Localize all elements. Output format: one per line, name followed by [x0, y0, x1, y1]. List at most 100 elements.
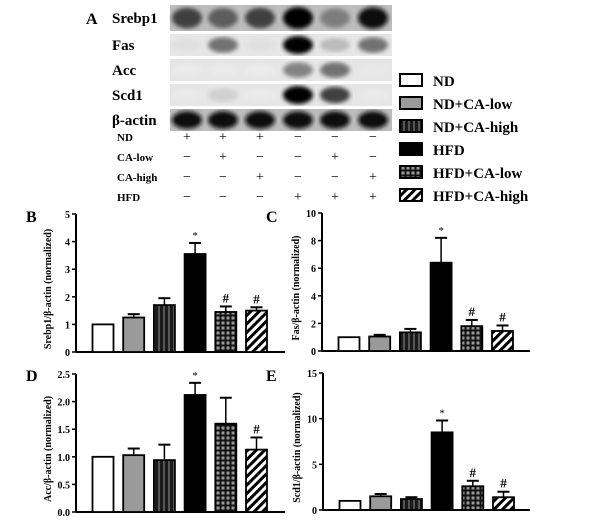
- blot-band: [245, 88, 275, 102]
- significance-mark: #: [499, 309, 506, 324]
- treatment-sign: +: [219, 150, 227, 165]
- y-tick-label: 4: [311, 292, 316, 303]
- blot-band: [208, 111, 238, 129]
- treatment-sign: −: [183, 150, 191, 165]
- significance-mark: #: [253, 291, 260, 306]
- bar-1: [369, 495, 393, 511]
- treatment-sign: +: [256, 170, 264, 185]
- treatment-sign: −: [294, 130, 302, 145]
- treatment-sign: −: [183, 190, 191, 205]
- significance-mark: #: [469, 304, 476, 319]
- treatment-sign: +: [256, 130, 264, 145]
- bar-4: [460, 325, 484, 352]
- legend-swatch: [399, 96, 423, 110]
- blot-band: [283, 62, 313, 78]
- treatment-sign: −: [256, 190, 264, 205]
- bar-5: [245, 448, 268, 513]
- treatment-sign: +: [331, 150, 339, 165]
- legend-label: HFD+CA-low: [433, 166, 523, 182]
- legend-swatch: [399, 188, 423, 202]
- y-tick-label: 15: [307, 369, 317, 380]
- bar-0: [91, 455, 115, 513]
- treatment-sign: +: [183, 130, 191, 145]
- blot-band: [245, 7, 275, 29]
- treatment-table: ND + + + − − − CA-low − + − − + − CA-high − − + − − + HFD − − − +…: [117, 130, 377, 205]
- treatment-sign: −: [294, 150, 302, 165]
- y-tick-label: 3: [65, 265, 70, 276]
- y-axis-label: Fas/β-actin (normalized): [291, 236, 302, 341]
- bar-5: [492, 496, 515, 511]
- significance-mark: #: [500, 476, 507, 491]
- treatment-sign: −: [219, 170, 227, 185]
- y-tick-label: 2.0: [58, 398, 71, 409]
- legend: ND ND+CA-low ND+CA-high HFD HFD+CA-low HFD+CA…: [399, 73, 529, 205]
- bar-0: [337, 336, 361, 352]
- bar-4: [214, 422, 238, 513]
- blot-band: [208, 88, 238, 102]
- blot-band: [208, 37, 238, 53]
- treatment-sign: −: [369, 150, 377, 165]
- bar-0: [91, 323, 115, 353]
- treatment-label: ND: [117, 132, 133, 144]
- blot-band: [358, 37, 388, 53]
- blot-band: [172, 38, 202, 52]
- treatment-sign: −: [256, 150, 264, 165]
- y-tick-label: 4: [65, 238, 70, 249]
- legend-label: ND+CA-low: [433, 97, 513, 113]
- treatment-sign: −: [331, 170, 339, 185]
- blot-band: [245, 111, 275, 129]
- blot-band: [208, 63, 238, 77]
- blot-label-0: Srebp1: [112, 11, 158, 27]
- blot-band: [172, 63, 202, 77]
- legend-label: HFD: [433, 143, 465, 159]
- treatment-sign: −: [331, 130, 339, 145]
- treatment-label: CA-low: [117, 152, 153, 164]
- y-tick-label: 5: [312, 460, 317, 471]
- blot-band: [320, 62, 350, 78]
- bar-2: [399, 498, 423, 511]
- bar-1: [122, 316, 146, 353]
- y-tick-label: 10: [307, 415, 317, 426]
- y-tick-label: 2.5: [58, 370, 71, 381]
- bar-2: [152, 459, 176, 513]
- western-blot: Srebp1 Fas Acc Scd1 β-actin: [112, 5, 392, 131]
- bar-3: [429, 261, 453, 352]
- treatment-sign: −: [183, 170, 191, 185]
- bar-1: [122, 454, 146, 513]
- legend-swatch: [399, 165, 423, 179]
- significance-mark: #: [253, 421, 260, 436]
- blot-label-3: Scd1: [112, 88, 143, 104]
- y-axis-label: Scd1/β-actin (normalized): [292, 392, 303, 503]
- y-tick-label: 10: [306, 209, 316, 220]
- blot-band: [283, 111, 313, 129]
- treatment-sign: −: [219, 190, 227, 205]
- blot-band: [172, 88, 202, 102]
- bar-3: [430, 431, 454, 511]
- y-tick-label: 8: [311, 237, 316, 248]
- treatment-label: HFD: [117, 192, 140, 204]
- treatment-sign: +: [369, 170, 377, 185]
- bar-5: [245, 309, 268, 353]
- bar-2: [398, 331, 422, 352]
- blot-band: [283, 7, 313, 29]
- bar-3: [183, 394, 207, 513]
- panel-label-b: B: [26, 209, 37, 226]
- blot-band: [358, 7, 388, 29]
- y-tick-label: 0.0: [58, 508, 71, 519]
- y-axis-label: Acc/β-actin (normalized): [43, 396, 54, 502]
- y-tick-label: 0: [312, 506, 317, 517]
- blot-band: [245, 63, 275, 77]
- bar-5: [491, 330, 514, 352]
- panel-label-d: D: [26, 368, 38, 385]
- treatment-sign: −: [369, 130, 377, 145]
- significance-mark: *: [439, 407, 445, 419]
- blot-band: [320, 111, 350, 129]
- significance-mark: #: [470, 465, 477, 480]
- blot-label-4: β-actin: [112, 113, 157, 129]
- y-tick-label: 1.0: [58, 453, 71, 464]
- legend-label: HFD+CA-high: [433, 189, 529, 205]
- treatment-sign: +: [369, 190, 377, 205]
- chart-panel-c: 0 2 4 6 8 10 Fas/β-actin (normalized) * # #: [291, 209, 530, 358]
- bar-4: [214, 311, 238, 353]
